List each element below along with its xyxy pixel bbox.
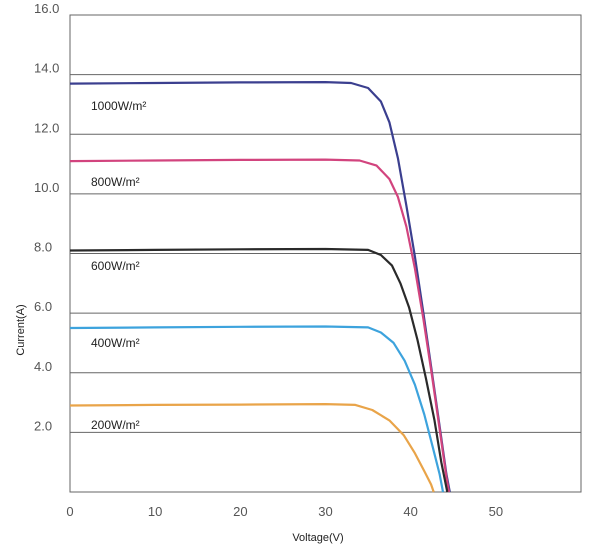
series-label-1000: 1000W/m² [91, 99, 146, 113]
series-line [69, 403, 435, 493]
series-label-400: 400W/m² [91, 336, 140, 350]
y-axis-title: Current(A) [15, 304, 27, 355]
x-tick-label: 30 [318, 504, 332, 519]
x-axis-title: Voltage(V) [292, 532, 343, 544]
x-tick-label: 10 [148, 504, 162, 519]
x-tick-label: 40 [403, 504, 417, 519]
y-tick-label: 6.0 [34, 299, 52, 314]
x-tick-label: 0 [66, 504, 73, 519]
series-label-200: 200W/m² [91, 418, 140, 432]
x-tick-label: 20 [233, 504, 247, 519]
y-tick-label: 2.0 [34, 418, 52, 433]
y-tick-labels: 2.0 4.0 6.0 8.0 10.0 12.0 14.0 16.0 [34, 1, 59, 433]
series-label-600: 600W/m² [91, 259, 140, 273]
y-tick-label: 10.0 [34, 180, 59, 195]
series-line [69, 247, 449, 493]
series-line [69, 325, 445, 493]
series-lines [69, 81, 451, 493]
series-line [69, 158, 451, 493]
y-tick-label: 12.0 [34, 120, 59, 135]
y-tick-label: 14.0 [34, 61, 59, 76]
y-tick-label: 4.0 [34, 359, 52, 374]
x-tick-label: 50 [489, 504, 503, 519]
x-tick-labels: 0 10 20 30 40 50 [66, 504, 503, 519]
series-labels: 1000W/m² 800W/m² 600W/m² 400W/m² 200W/m² [91, 99, 146, 432]
y-tick-label: 8.0 [34, 240, 52, 255]
gridlines [70, 14, 581, 433]
y-tick-label: 16.0 [34, 1, 59, 16]
series-label-800: 800W/m² [91, 175, 140, 189]
